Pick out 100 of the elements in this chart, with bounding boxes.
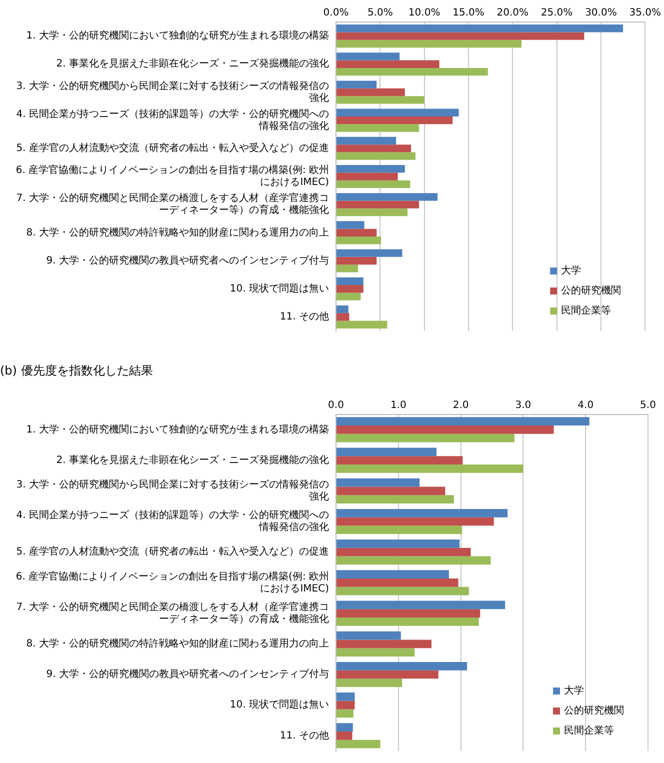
x-tick-label: 4.0 <box>578 400 594 411</box>
y-tick-label: 3. 大学・公的研究機関から民間企業に対する技術シーズの情報発信の強化 <box>16 80 329 104</box>
bar <box>336 517 494 526</box>
bar <box>336 172 398 180</box>
x-tick-label: 3.0 <box>515 400 532 411</box>
bar <box>336 249 402 257</box>
bar <box>336 648 415 656</box>
bar <box>336 609 480 618</box>
bar <box>336 152 416 160</box>
x-tick-label: 1.0 <box>390 400 406 411</box>
y-tick-label: 2. 事業化を見据えた非顕在化シーズ・ニーズ発掘機能の強化 <box>56 454 329 466</box>
x-tick-label: 0.0% <box>323 8 349 19</box>
x-tick-label: 0.0 <box>328 400 344 411</box>
bar <box>336 692 355 701</box>
legend-label: 公的研究機関 <box>561 284 622 297</box>
bar <box>336 285 364 293</box>
bar <box>336 320 388 328</box>
x-tick-label: 5.0 <box>640 400 656 411</box>
x-tick-label: 15.0% <box>452 8 484 19</box>
y-tick-label: 5. 産学官の人材流動や交流（研究者の転出・転入や受入など）の促進 <box>16 142 329 154</box>
bar <box>336 570 449 579</box>
bar <box>336 313 350 321</box>
bar <box>336 456 463 464</box>
y-tick-label: 11. その他 <box>280 310 329 323</box>
bar <box>336 732 352 740</box>
bar <box>336 526 462 534</box>
y-tick-label: 7. 大学・公的研究機関と民間企業の橋渡しをする人材（産学官連携コーディネーター等）の育成・機能強化 <box>16 192 329 216</box>
legend-label: 大学 <box>561 264 582 277</box>
bar <box>336 68 488 76</box>
x-tick-label: 10.0% <box>408 8 440 19</box>
x-tick-label: 30.0% <box>585 8 617 19</box>
y-tick-label: 10. 現状で問題は無い <box>230 282 329 294</box>
x-tick-label: 35.0% <box>629 8 662 19</box>
y-tick-label: 5. 産学官の人材流動や交流（研究者の転出・転入や受入など）の促進 <box>16 546 329 558</box>
x-tick-label: 20.0% <box>496 8 529 19</box>
y-tick-label: 9. 大学・公的研究機関の教員や研究者へのインセンティブ付与 <box>46 254 329 266</box>
bar <box>336 700 355 710</box>
bar <box>336 40 522 48</box>
bar <box>336 448 436 456</box>
y-tick-label: 8. 大学・公的研究機関の特許戦略や知的財産に関わる運用力の向上 <box>26 226 329 238</box>
y-tick-label: 4. 民間企業が持つニーズ（技術的課題等）の大学・公的研究機関への情報発信の強化 <box>16 108 329 132</box>
y-tick-label: 3. 大学・公的研究機関から民間企業に対する技術シーズの情報発信の強化 <box>16 478 329 502</box>
bar <box>336 478 420 487</box>
bar <box>336 617 479 626</box>
bar <box>336 723 353 732</box>
y-tick-label: 7. 大学・公的研究機関と民間企業の橋渡しをする人材（産学官連携コーディネーター等）の育成・機能強化 <box>16 600 329 625</box>
x-tick-label: 2.0 <box>452 400 469 411</box>
y-tick-label: 2. 事業化を見据えた非顕在化シーズ・ニーズ発掘機能の強化 <box>56 58 329 70</box>
legend-label: 公的研究機関 <box>564 704 624 717</box>
y-tick-label: 6. 産学官協働によりイノベーションの創出を目指す場の構築(例: 欧州におけるIMEC) <box>16 570 330 594</box>
bar <box>336 116 453 124</box>
bar <box>336 678 402 688</box>
bar <box>336 200 420 208</box>
bar <box>336 124 420 132</box>
bar <box>336 108 459 116</box>
bar <box>336 144 412 152</box>
y-tick-label: 6. 産学官協働によりイノベーションの創出を目指す場の構築(例: 欧州におけるIMEC) <box>16 164 330 188</box>
x-tick-label: 25.0% <box>540 8 573 19</box>
bar <box>336 264 358 272</box>
bar <box>336 640 432 648</box>
y-tick-label: 1. 大学・公的研究機関において独創的な研究が生まれる環境の構築 <box>26 423 329 436</box>
bar <box>336 486 446 496</box>
bar <box>336 292 361 300</box>
bar <box>336 208 408 216</box>
bar <box>336 221 364 229</box>
y-tick-label: 9. 大学・公的研究機関の教員や研究者へのインセンティブ付与 <box>46 668 329 680</box>
bar <box>336 60 440 68</box>
bar <box>336 277 364 286</box>
bar <box>336 32 584 40</box>
bar <box>336 434 514 442</box>
bar <box>336 180 410 188</box>
bar <box>336 236 382 244</box>
bar <box>336 80 377 88</box>
bar <box>336 417 590 426</box>
bar <box>336 548 471 556</box>
bar <box>336 52 400 60</box>
legend-label: 大学 <box>564 684 584 697</box>
legend-label: 民間企業等 <box>561 304 612 317</box>
bar <box>336 136 396 145</box>
bar <box>336 508 508 518</box>
bar <box>336 96 424 104</box>
y-tick-label: 11. その他 <box>280 729 329 742</box>
bar <box>336 305 348 314</box>
bar <box>336 600 506 610</box>
bar <box>336 662 468 670</box>
bar <box>336 256 377 265</box>
bar <box>336 556 491 565</box>
bar <box>336 426 554 434</box>
bar <box>336 631 401 640</box>
bar <box>336 670 438 679</box>
bar <box>336 709 354 718</box>
bar <box>336 740 380 748</box>
x-tick-label: 5.0% <box>367 8 393 19</box>
y-tick-label: 4. 民間企業が持つニーズ（技術的課題等）の大学・公的研究機関への情報発信の強化 <box>16 509 329 534</box>
bar <box>336 164 405 173</box>
y-tick-label: 10. 現状で問題は無い <box>230 698 329 711</box>
legend-label: 民間企業等 <box>564 724 614 737</box>
y-tick-label: 1. 大学・公的研究機関において独創的な研究が生まれる環境の構築 <box>26 30 329 42</box>
text: (b) 優先度を指数化した結果 <box>0 363 153 378</box>
y-tick-label: 8. 大学・公的研究機関の特許戦略や知的財産に関わる運用力の向上 <box>26 637 329 650</box>
